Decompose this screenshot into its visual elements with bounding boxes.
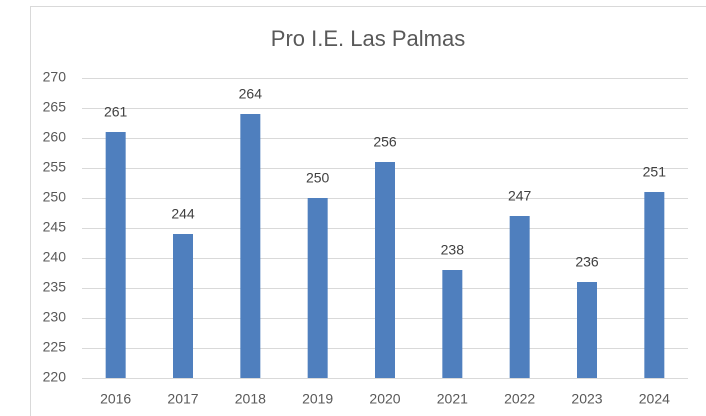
data-label: 250 — [306, 170, 330, 186]
y-tick-label: 245 — [43, 219, 67, 235]
y-tick-label: 260 — [43, 129, 67, 145]
bar — [307, 198, 328, 378]
bar — [644, 192, 665, 378]
bar — [577, 282, 597, 378]
x-tick-label: 2016 — [100, 391, 131, 407]
bar — [105, 132, 126, 378]
chart-title: Pro I.E. Las Palmas — [271, 26, 465, 51]
x-tick-label: 2021 — [437, 391, 468, 407]
x-tick-label: 2017 — [167, 391, 198, 407]
y-tick-label: 220 — [43, 369, 67, 385]
bar — [173, 234, 193, 378]
data-label: 244 — [171, 206, 195, 222]
x-tick-label: 2024 — [639, 391, 670, 407]
data-label: 238 — [441, 242, 465, 258]
data-label: 256 — [373, 134, 397, 150]
x-tick-label: 2019 — [302, 391, 333, 407]
data-label: 261 — [104, 104, 128, 120]
data-label: 247 — [508, 188, 532, 204]
bar — [442, 270, 463, 378]
chart-frame — [30, 6, 706, 416]
x-tick-label: 2022 — [504, 391, 535, 407]
data-label: 236 — [575, 254, 599, 270]
data-label: 264 — [239, 86, 263, 102]
data-label: 251 — [643, 164, 667, 180]
bar — [240, 114, 261, 378]
y-tick-label: 230 — [43, 309, 67, 325]
y-tick-label: 225 — [43, 339, 67, 355]
y-tick-label: 270 — [43, 69, 67, 85]
bar — [509, 216, 530, 378]
y-tick-label: 240 — [43, 249, 67, 265]
x-tick-label: 2023 — [571, 391, 602, 407]
bar — [375, 162, 395, 378]
y-tick-label: 235 — [43, 279, 67, 295]
y-tick-label: 250 — [43, 189, 67, 205]
y-tick-label: 265 — [43, 99, 67, 115]
y-tick-label: 255 — [43, 159, 67, 175]
x-tick-label: 2018 — [235, 391, 266, 407]
x-tick-label: 2020 — [369, 391, 400, 407]
